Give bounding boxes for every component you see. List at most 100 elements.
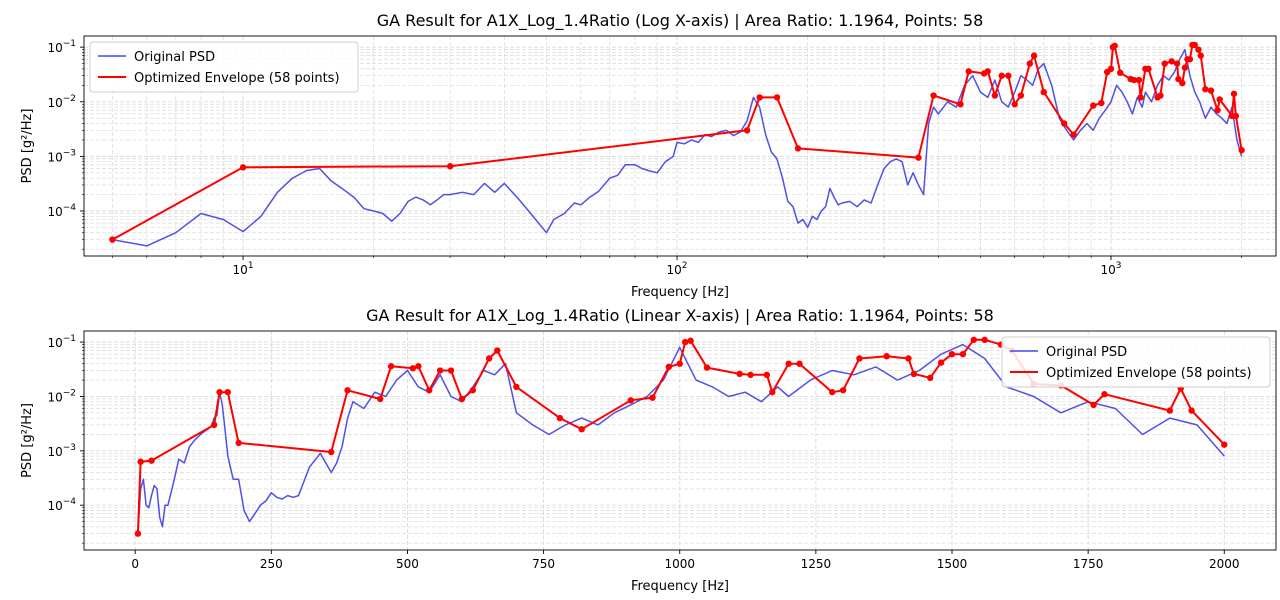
envelope-point (1070, 131, 1077, 138)
envelope-point (769, 388, 776, 396)
x-tick-label: 750 (532, 557, 555, 571)
envelope-point (1216, 96, 1223, 103)
envelope-point (627, 397, 634, 404)
envelope-point (1116, 69, 1124, 76)
envelope-point (915, 154, 922, 161)
envelope-point (1005, 72, 1012, 79)
x-tick-label: 102 (667, 261, 688, 277)
envelope-point (556, 414, 564, 422)
envelope-point (485, 355, 493, 362)
envelope-point (1101, 391, 1108, 398)
envelope-point (743, 127, 751, 134)
chart-2: 0 250 500 750 1000 1250 1500 1750 2000 10−4 10−3 10… (20, 306, 1277, 594)
envelope-point (387, 363, 395, 370)
envelope-point (794, 145, 802, 152)
envelope-point (649, 394, 656, 401)
envelope-point (328, 448, 335, 456)
series-optimized-envelope (109, 41, 1245, 243)
envelope-point (1238, 146, 1245, 154)
envelope-point (447, 367, 455, 374)
envelope-point (436, 367, 444, 374)
envelope-point (681, 338, 689, 346)
envelope-point (796, 360, 803, 367)
envelope-point (747, 371, 754, 379)
envelope-point (773, 94, 781, 101)
axes-frame (83, 35, 1277, 257)
envelope-point (676, 360, 683, 367)
x-tick-label: 2000 (1209, 557, 1240, 571)
envelope-point (1040, 88, 1047, 96)
envelope-point (377, 395, 384, 403)
legend-frame (1001, 336, 1271, 388)
envelope-point (216, 388, 223, 396)
envelope-point (1026, 60, 1034, 67)
envelope-point (785, 360, 792, 367)
envelope-point (1188, 407, 1195, 414)
envelope-point (513, 383, 520, 391)
envelope-point (134, 530, 142, 537)
legend-label: Original PSD (1046, 345, 1127, 360)
psd-line (112, 48, 1243, 247)
envelope-point (1232, 112, 1240, 120)
series-original-psd (137, 343, 1225, 534)
envelope-point (494, 347, 501, 354)
grid (84, 36, 1276, 256)
x-tick-label: 250 (260, 557, 283, 571)
envelope-point (239, 164, 247, 171)
envelope-point (148, 457, 155, 464)
x-tick-label: 500 (396, 557, 419, 571)
y-tick-label: 10−1 (47, 334, 76, 350)
envelope-point (763, 371, 771, 379)
legend-label: Optimized Envelope (58 points) (134, 71, 340, 86)
envelope-point (1166, 407, 1174, 414)
envelope-point (984, 68, 991, 75)
envelope-point (1011, 101, 1018, 108)
envelope-point (1098, 99, 1105, 107)
envelope-point (1230, 90, 1238, 97)
legend-label: Optimized Envelope (58 points) (1046, 366, 1252, 381)
legend: Original PSD Optimized Envelope (58 point… (89, 41, 359, 93)
legend-label: Original PSD (134, 50, 215, 65)
series-original-psd (112, 48, 1243, 247)
envelope-point (1221, 441, 1228, 448)
envelope-point (930, 92, 937, 99)
y-axis-label: PSD [g²/Hz] (20, 403, 35, 478)
envelope-point (1191, 41, 1199, 49)
x-tick-label: 1750 (1073, 557, 1104, 571)
envelope-point (469, 387, 477, 394)
envelope-point (1135, 76, 1143, 84)
envelope-point (1161, 60, 1168, 67)
envelope-point (1179, 79, 1186, 87)
y-tick-label: 10−4 (47, 203, 76, 219)
envelope-point (344, 387, 351, 394)
envelope-point (1090, 102, 1097, 109)
envelope-line (136, 338, 1226, 534)
envelope-point (1207, 87, 1215, 94)
envelope-point (1168, 58, 1175, 65)
chart-title: GA Result for A1X_Log_1.4Ratio (Log X-ax… (377, 11, 984, 31)
x-tick-label: 1250 (801, 557, 832, 571)
envelope-point (970, 336, 977, 344)
envelope-point (1157, 92, 1164, 99)
envelope-point (235, 439, 242, 447)
envelope-point (703, 364, 711, 371)
envelope-point (910, 370, 918, 378)
envelope-point (446, 163, 454, 170)
envelope-point (1214, 107, 1221, 114)
x-tick-label: 1000 (664, 557, 695, 571)
envelope-point (409, 365, 417, 372)
envelope-point (137, 458, 144, 465)
envelope-point (1060, 120, 1068, 127)
envelope-point (1181, 64, 1189, 71)
envelope-point (210, 421, 218, 429)
envelope-point (224, 388, 231, 396)
envelope-point (965, 68, 972, 75)
psd-line (137, 343, 1225, 534)
envelope-point (828, 388, 836, 396)
envelope-point (883, 353, 890, 360)
envelope-point (426, 387, 433, 394)
x-tick-label: 1500 (937, 557, 968, 571)
legend: Original PSD Optimized Envelope (58 point… (1001, 336, 1271, 388)
envelope-point (1175, 75, 1182, 83)
